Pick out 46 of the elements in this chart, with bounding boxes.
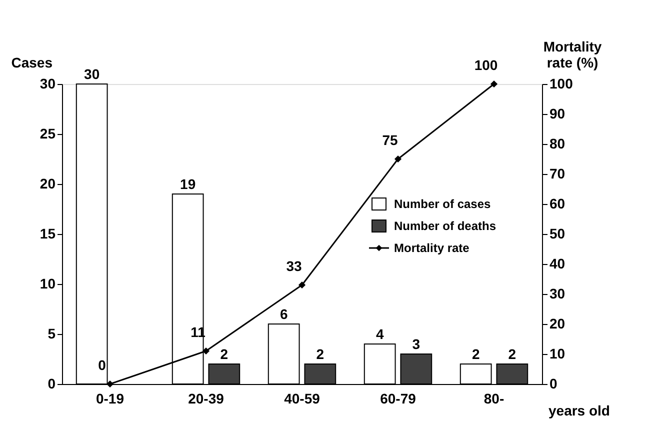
data-label: 2 — [472, 346, 480, 362]
data-label: 2 — [316, 346, 324, 362]
data-label: 33 — [286, 258, 302, 274]
y-tick-label: 30 — [40, 76, 56, 92]
x-tick-label: 60-79 — [380, 390, 416, 406]
data-label: 0 — [98, 357, 106, 373]
x-axis-title: years old — [548, 402, 610, 418]
data-label: 3 — [412, 336, 420, 352]
y2-tick-label: 60 — [550, 196, 566, 212]
y2-tick-label: 30 — [550, 286, 566, 302]
x-tick-label: 0-19 — [96, 390, 124, 406]
x-tick-label: 80- — [484, 390, 504, 406]
y2-tick-label: 80 — [550, 136, 566, 152]
y-tick-label: 15 — [40, 226, 56, 242]
point — [490, 80, 498, 88]
data-label: 100 — [474, 57, 498, 73]
point — [202, 347, 210, 355]
data-label: 2 — [508, 346, 516, 362]
point — [298, 281, 306, 289]
y-axis-title: Cases — [11, 54, 53, 70]
y2-tick-label: 0 — [550, 376, 558, 392]
data-label: 30 — [84, 66, 100, 82]
y2-tick-label: 10 — [550, 346, 566, 362]
y2-tick-label: 50 — [550, 226, 566, 242]
y-tick-label: 0 — [48, 376, 56, 392]
point — [394, 155, 402, 163]
y2-tick-label: 40 — [550, 256, 566, 272]
legend-label: Mortality rate — [394, 241, 470, 255]
data-label: 4 — [376, 326, 384, 342]
y-tick-label: 20 — [40, 176, 56, 192]
y2-tick-label: 90 — [550, 106, 566, 122]
x-tick-label: 20-39 — [188, 390, 224, 406]
data-label: 19 — [180, 176, 196, 192]
y2-axis-title: Mortality rate (%) — [543, 38, 602, 70]
x-tick-label: 40-59 — [284, 390, 320, 406]
y2-tick-label: 100 — [550, 76, 574, 92]
y2-tick-label: 20 — [550, 316, 566, 332]
data-label: 6 — [280, 306, 288, 322]
data-label: 75 — [382, 132, 398, 148]
legend-label: Number of deaths — [394, 219, 496, 233]
y2-tick-label: 70 — [550, 166, 566, 182]
y-tick-label: 25 — [40, 126, 56, 142]
data-label: 2 — [220, 346, 228, 362]
legend-label: Number of cases — [394, 197, 492, 211]
y-tick-label: 10 — [40, 276, 56, 292]
y-tick-label: 5 — [48, 326, 56, 342]
